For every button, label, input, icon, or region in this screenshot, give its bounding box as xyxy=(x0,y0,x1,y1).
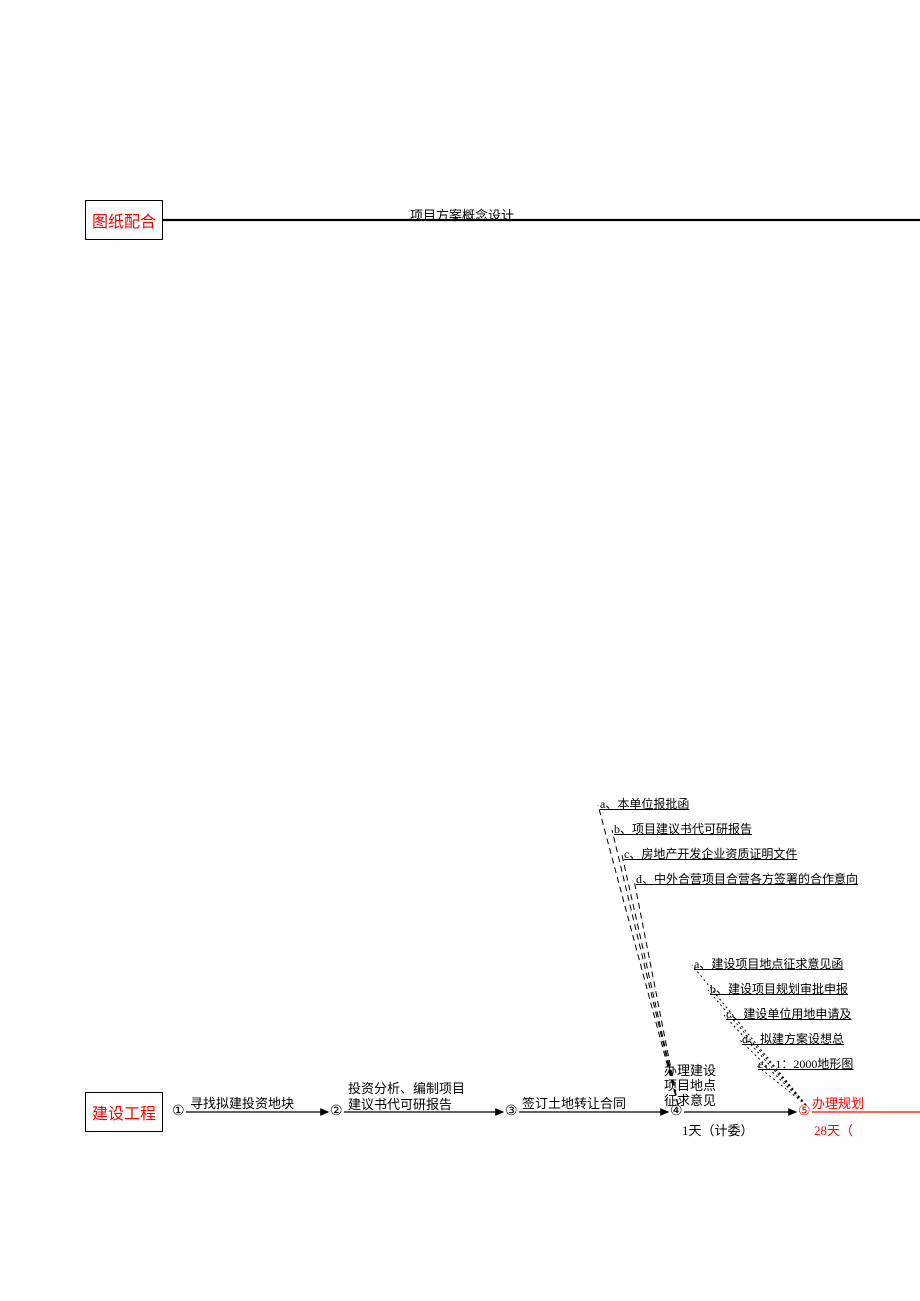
node4-doc-d: d、中外合营项目合营各方签署的合作意向 xyxy=(636,870,858,887)
top-box: 图纸配合 xyxy=(85,200,163,240)
node-5-label: 办理规划 xyxy=(812,1093,864,1112)
node-2-label-line2: 建议书代可研报告 xyxy=(348,1094,452,1113)
top-box-label: 图纸配合 xyxy=(92,208,156,232)
node5-doc-e: e、1：2000地形图 xyxy=(758,1055,853,1072)
node-1-glyph: ① xyxy=(172,1103,185,1120)
node-1-label: 寻找拟建投资地块 xyxy=(190,1093,294,1112)
node-3-glyph: ③ xyxy=(505,1103,518,1120)
node-5-label-below: 28天（ xyxy=(814,1120,853,1139)
node5-doc-d: d、拟建方案设想总 xyxy=(742,1030,844,1047)
node-2-glyph: ② xyxy=(330,1103,343,1120)
node-4-label-line3: 征求意见 xyxy=(664,1090,716,1109)
node-5-glyph: ⑤ xyxy=(798,1103,811,1120)
node5-doc-b: b、建设项目规划审批申报 xyxy=(710,980,848,997)
node-3-label: 签订土地转让合同 xyxy=(522,1093,626,1112)
node-4-label-below: 1天（计委） xyxy=(682,1120,754,1139)
node5-doc-a: a、建设项目地点征求意见函 xyxy=(694,955,843,972)
node4-doc-c: c、房地产开发企业资质证明文件 xyxy=(624,845,797,862)
main-box-label: 建设工程 xyxy=(92,1100,156,1124)
top-line-label: 项目方案概念设计 xyxy=(410,205,514,224)
node4-doc-a: a、本单位报批函 xyxy=(600,795,689,812)
main-box: 建设工程 xyxy=(85,1092,163,1132)
node5-doc-c: c、建设单位用地申请及 xyxy=(726,1005,851,1022)
node4-doc-b: b、项目建议书代可研报告 xyxy=(614,820,752,837)
